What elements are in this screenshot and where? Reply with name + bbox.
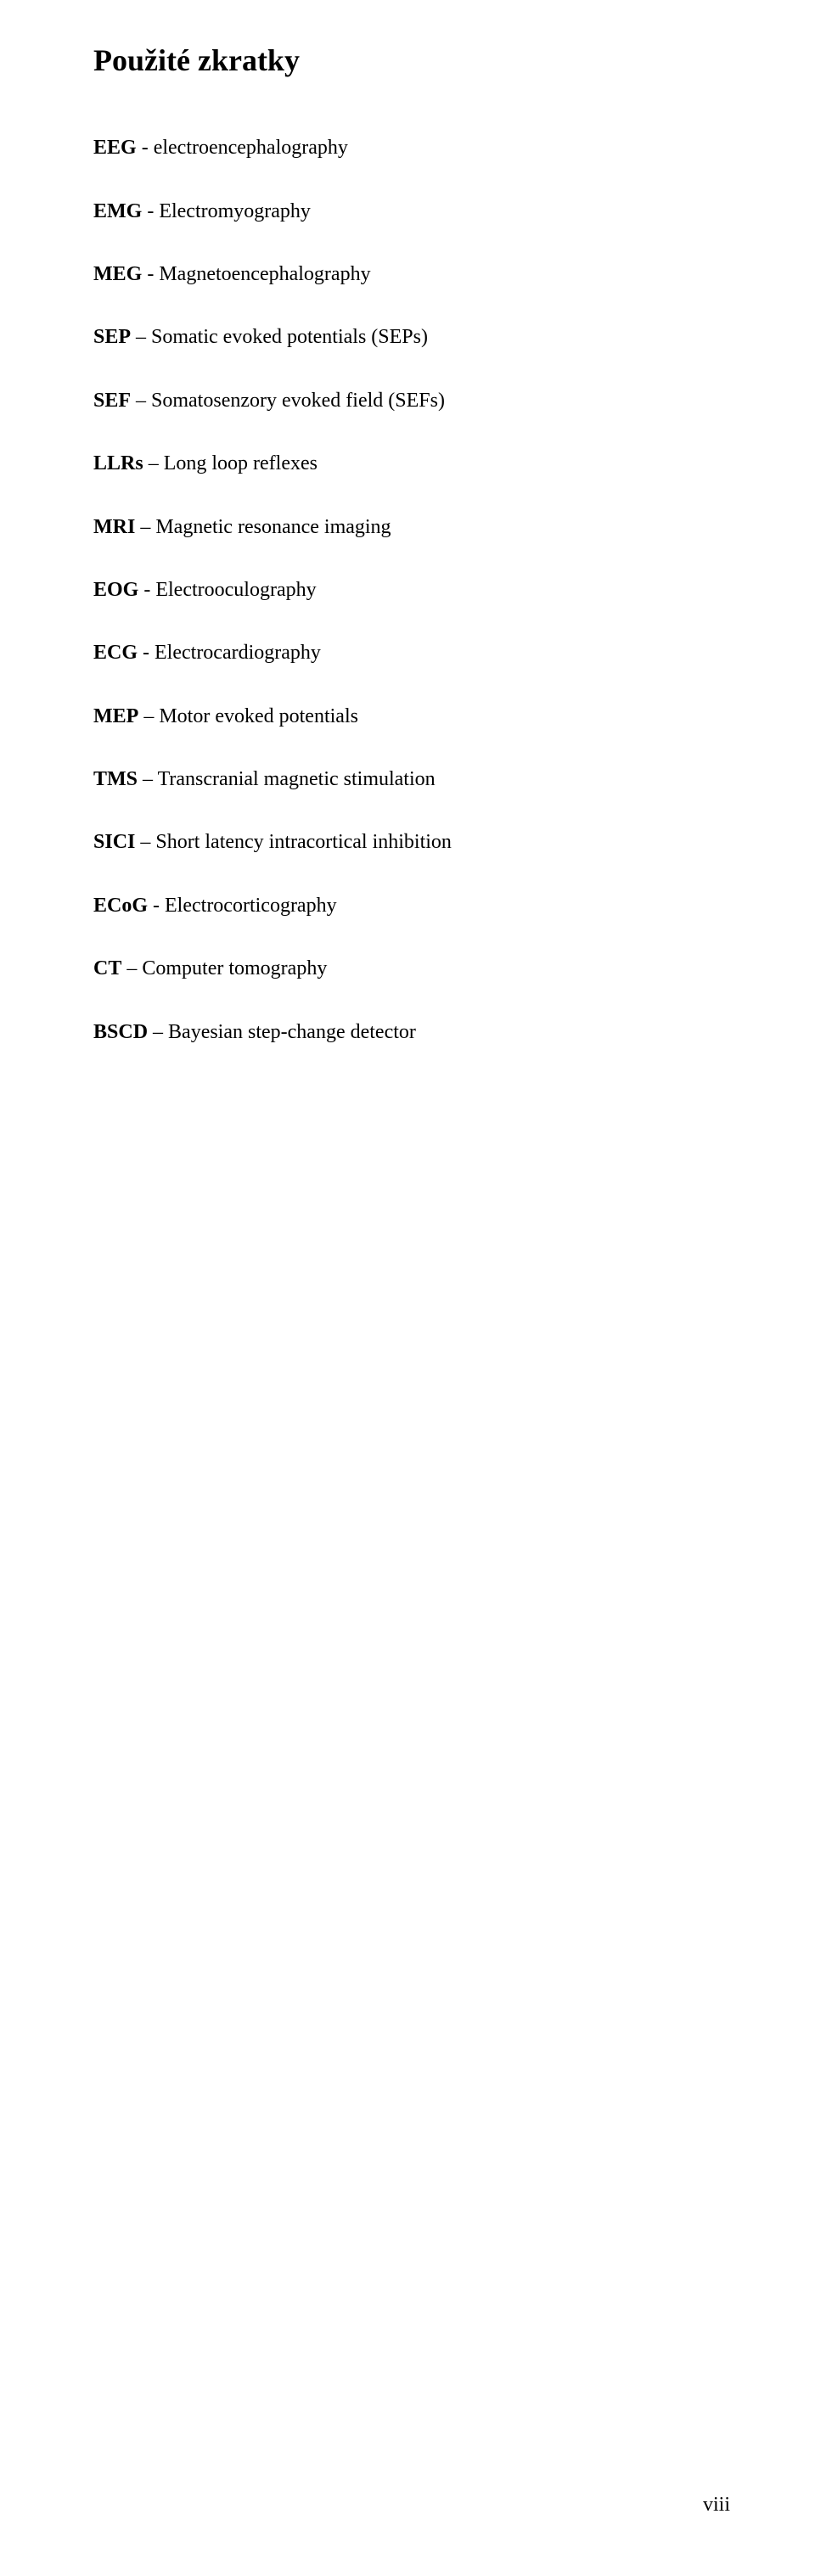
abbr-definition: Somatosenzory evoked field (SEFs) bbox=[151, 390, 445, 412]
abbr-definition: Electrooculography bbox=[155, 579, 316, 601]
page-number: viii bbox=[703, 2494, 730, 2517]
abbr-sep: – bbox=[131, 326, 151, 348]
abbr-definition: Motor evoked potentials bbox=[159, 705, 358, 727]
abbr-entry: EEG - electroencephalography bbox=[93, 134, 730, 161]
abbr-term: CT bbox=[93, 957, 121, 979]
abbr-definition: Computer tomography bbox=[142, 957, 327, 979]
abbr-term: MEP bbox=[93, 705, 138, 727]
abbr-entry: TMS – Transcranial magnetic stimulation bbox=[93, 766, 730, 793]
abbr-definition: Magnetoencephalography bbox=[159, 263, 370, 285]
abbr-term: MEG bbox=[93, 263, 142, 285]
abbr-sep: - bbox=[138, 579, 155, 601]
abbr-entry: SICI – Short latency intracortical inhib… bbox=[93, 828, 730, 856]
abbr-sep: - bbox=[142, 263, 159, 285]
abbr-definition: Magnetic resonance imaging bbox=[155, 516, 391, 538]
document-page: Použité zkratky EEG - electroencephalogr… bbox=[0, 0, 815, 2576]
abbr-sep: - bbox=[138, 642, 155, 664]
abbr-term: TMS bbox=[93, 768, 138, 790]
abbr-term: SEF bbox=[93, 390, 131, 412]
abbr-definition: Bayesian step-change detector bbox=[168, 1021, 416, 1043]
abbr-sep: – bbox=[148, 1021, 168, 1043]
abbr-entry: CT – Computer tomography bbox=[93, 955, 730, 982]
abbr-sep: - bbox=[142, 200, 159, 222]
abbr-entry: LLRs – Long loop reflexes bbox=[93, 450, 730, 477]
abbr-entry: MRI – Magnetic resonance imaging bbox=[93, 514, 730, 541]
abbr-definition: Electrocardiography bbox=[155, 642, 321, 664]
abbr-definition: Short latency intracortical inhibition bbox=[155, 831, 452, 853]
abbr-sep: – bbox=[135, 831, 155, 853]
abbr-definition: Electromyography bbox=[159, 200, 311, 222]
abbr-term: EEG bbox=[93, 137, 137, 159]
abbr-definition: Somatic evoked potentials (SEPs) bbox=[151, 326, 428, 348]
abbr-sep: – bbox=[143, 452, 164, 474]
abbr-sep: – bbox=[121, 957, 142, 979]
abbr-sep: – bbox=[138, 705, 159, 727]
abbr-term: EMG bbox=[93, 200, 142, 222]
abbr-entry: SEP – Somatic evoked potentials (SEPs) bbox=[93, 323, 730, 351]
abbr-sep: - bbox=[148, 895, 165, 917]
abbr-term: MRI bbox=[93, 516, 135, 538]
abbr-definition: Transcranial magnetic stimulation bbox=[158, 768, 436, 790]
abbr-term: SEP bbox=[93, 326, 131, 348]
abbr-term: ECoG bbox=[93, 895, 148, 917]
abbr-term: SICI bbox=[93, 831, 135, 853]
abbr-definition: Electrocorticography bbox=[165, 895, 337, 917]
abbr-sep: - bbox=[137, 137, 154, 159]
abbr-entry: MEG - Magnetoencephalography bbox=[93, 261, 730, 288]
abbr-sep: – bbox=[138, 768, 158, 790]
abbr-entry: EOG - Electrooculography bbox=[93, 576, 730, 603]
abbr-entry: MEP – Motor evoked potentials bbox=[93, 703, 730, 730]
abbr-term: BSCD bbox=[93, 1021, 148, 1043]
abbr-sep: – bbox=[135, 516, 155, 538]
abbr-term: LLRs bbox=[93, 452, 143, 474]
abbr-definition: Long loop reflexes bbox=[164, 452, 318, 474]
page-title: Použité zkratky bbox=[93, 42, 730, 79]
abbr-sep: – bbox=[131, 390, 151, 412]
abbr-entry: BSCD – Bayesian step-change detector bbox=[93, 1019, 730, 1046]
abbr-entry: ECoG - Electrocorticography bbox=[93, 892, 730, 919]
abbr-definition: electroencephalography bbox=[154, 137, 348, 159]
abbr-entry: EMG - Electromyography bbox=[93, 198, 730, 225]
abbr-entry: SEF – Somatosenzory evoked field (SEFs) bbox=[93, 387, 730, 414]
abbr-entry: ECG - Electrocardiography bbox=[93, 639, 730, 666]
abbr-term: ECG bbox=[93, 642, 138, 664]
abbr-term: EOG bbox=[93, 579, 138, 601]
